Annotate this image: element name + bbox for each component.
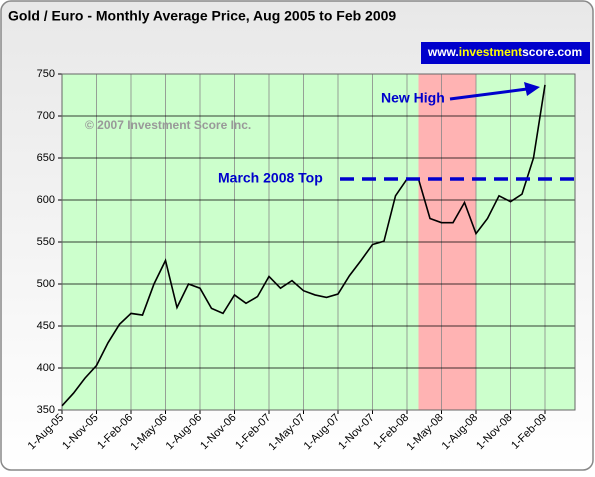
y-tick-label: 350 — [37, 404, 55, 416]
annotation: New High — [381, 90, 445, 106]
brand-part: investment — [459, 45, 522, 59]
watermark: © 2007 Investment Score Inc. — [85, 118, 251, 132]
y-tick-label: 550 — [37, 236, 55, 248]
plot-border — [61, 73, 576, 411]
y-tick-label: 500 — [37, 278, 55, 290]
y-tick-label: 600 — [37, 194, 55, 206]
annotation-arrowhead — [524, 82, 540, 96]
chart-title: Gold / Euro - Monthly Average Price, Aug… — [8, 8, 396, 24]
line-series — [61, 84, 546, 407]
brand-part: score.com — [522, 45, 582, 59]
y-tick-label: 750 — [37, 68, 55, 80]
brand-part: www. — [427, 45, 459, 59]
y-tick-label: 450 — [37, 320, 55, 332]
brand: www.investmentscore.com — [427, 45, 582, 59]
reference-label: March 2008 Top — [218, 170, 323, 186]
y-tick-label: 650 — [37, 152, 55, 164]
brand-badge — [421, 42, 590, 64]
y-tick-label: 700 — [37, 110, 55, 122]
annotation-arrow — [449, 87, 528, 101]
y-tick-label: 400 — [37, 362, 55, 374]
